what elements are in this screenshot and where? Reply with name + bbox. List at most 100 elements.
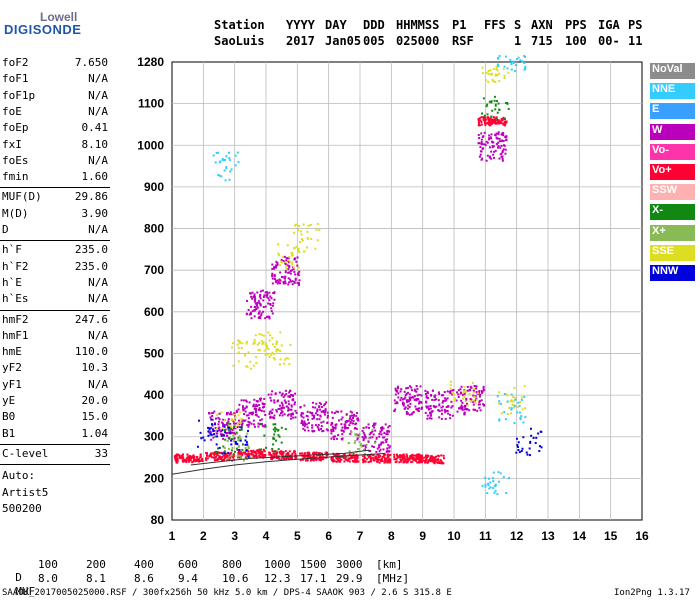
echo-point [215, 417, 218, 420]
echo-point [252, 342, 255, 345]
echo-point [522, 421, 525, 424]
echo-point [414, 405, 417, 408]
plot-frame [171, 61, 643, 521]
echo-point [230, 168, 233, 171]
echo-point [287, 408, 290, 411]
echo-point [227, 452, 230, 455]
echo-point [242, 399, 245, 402]
echo-point [237, 414, 240, 417]
param-row: yF2 10.3 [2, 361, 108, 375]
echo-point [478, 390, 481, 393]
echo-point [261, 402, 264, 405]
footer-d-value: 800 [222, 558, 242, 571]
echo-point [409, 402, 412, 405]
echo-point [358, 432, 361, 435]
echo-point [377, 458, 380, 461]
echo-point [188, 459, 191, 462]
echo-point [497, 480, 500, 483]
echo-point [290, 280, 293, 283]
echo-point [358, 448, 361, 451]
y-tick-label: 700 [144, 263, 164, 277]
echo-point [356, 412, 359, 415]
echo-point [429, 407, 432, 410]
echo-point [336, 453, 339, 456]
series-point [291, 253, 294, 257]
echo-point [273, 358, 276, 361]
echo-point [508, 406, 511, 409]
echo-point [239, 439, 242, 442]
echo-point [178, 454, 181, 457]
echo-point [262, 310, 265, 313]
echo-point [207, 430, 210, 433]
echo-point [501, 159, 504, 162]
legend-item-nnw: NNW [650, 265, 695, 281]
echo-point [285, 458, 288, 461]
param-value: 7.650 [74, 56, 108, 69]
echo-point [371, 445, 374, 448]
echo-point [248, 412, 251, 415]
echo-point [432, 461, 435, 464]
echo-point [188, 455, 191, 458]
logo-lowell: Lowell [40, 10, 78, 24]
echo-point [245, 342, 248, 345]
header-table: Station SaoLuis YYYY 2017 DAY Jan05 DDD 005 HHMM… [0, 0, 700, 50]
echo-point [483, 389, 486, 392]
echo-point [232, 413, 235, 416]
echo-point [504, 393, 507, 396]
echo-point [487, 484, 490, 487]
echo-point [363, 454, 366, 457]
echo-point [312, 430, 315, 433]
echo-point [404, 458, 407, 461]
echo-point [453, 393, 456, 396]
echo-point [289, 278, 292, 281]
echo-point [389, 445, 392, 448]
echo-point [440, 462, 443, 465]
echo-point [498, 418, 501, 421]
echo-point [431, 389, 434, 392]
echo-point [514, 398, 517, 401]
echo-point [250, 295, 253, 298]
echo-point [274, 280, 277, 283]
echo-point [235, 409, 238, 412]
echo-point [430, 460, 433, 463]
echo-point [221, 456, 224, 459]
echo-point [349, 457, 352, 460]
echo-point [330, 423, 333, 426]
echo-point [411, 458, 414, 461]
echo-point [226, 456, 229, 459]
x-tick-label: 8 [388, 529, 395, 543]
echo-point [446, 390, 449, 393]
echo-point [485, 140, 488, 143]
echo-point [408, 393, 411, 396]
echo-point [202, 436, 205, 439]
echo-point [276, 279, 279, 282]
echo-point [521, 447, 524, 450]
echo-point [481, 390, 484, 393]
echo-point [386, 449, 389, 452]
echo-point [311, 424, 314, 427]
echo-point [478, 123, 481, 126]
echo-point [176, 457, 179, 460]
echo-point [437, 399, 440, 402]
echo-point [439, 459, 442, 462]
echo-point [418, 460, 421, 463]
echo-point [501, 119, 504, 122]
echo-point [369, 454, 372, 457]
echo-point [373, 426, 376, 429]
echo-point [223, 429, 226, 432]
echo-point [275, 453, 278, 456]
echo-point [244, 453, 247, 456]
echo-point [340, 458, 343, 461]
echo-point [490, 115, 493, 118]
param-value: N/A [88, 153, 108, 167]
echo-point [285, 265, 288, 268]
echo-point [303, 453, 306, 456]
param-row: D N/A [2, 223, 108, 237]
echo-point [316, 239, 319, 242]
echo-point [303, 404, 306, 407]
echo-point [477, 392, 480, 395]
echo-point [522, 436, 525, 439]
echo-point [424, 411, 427, 414]
echo-point [482, 147, 485, 150]
echo-point [275, 450, 278, 453]
